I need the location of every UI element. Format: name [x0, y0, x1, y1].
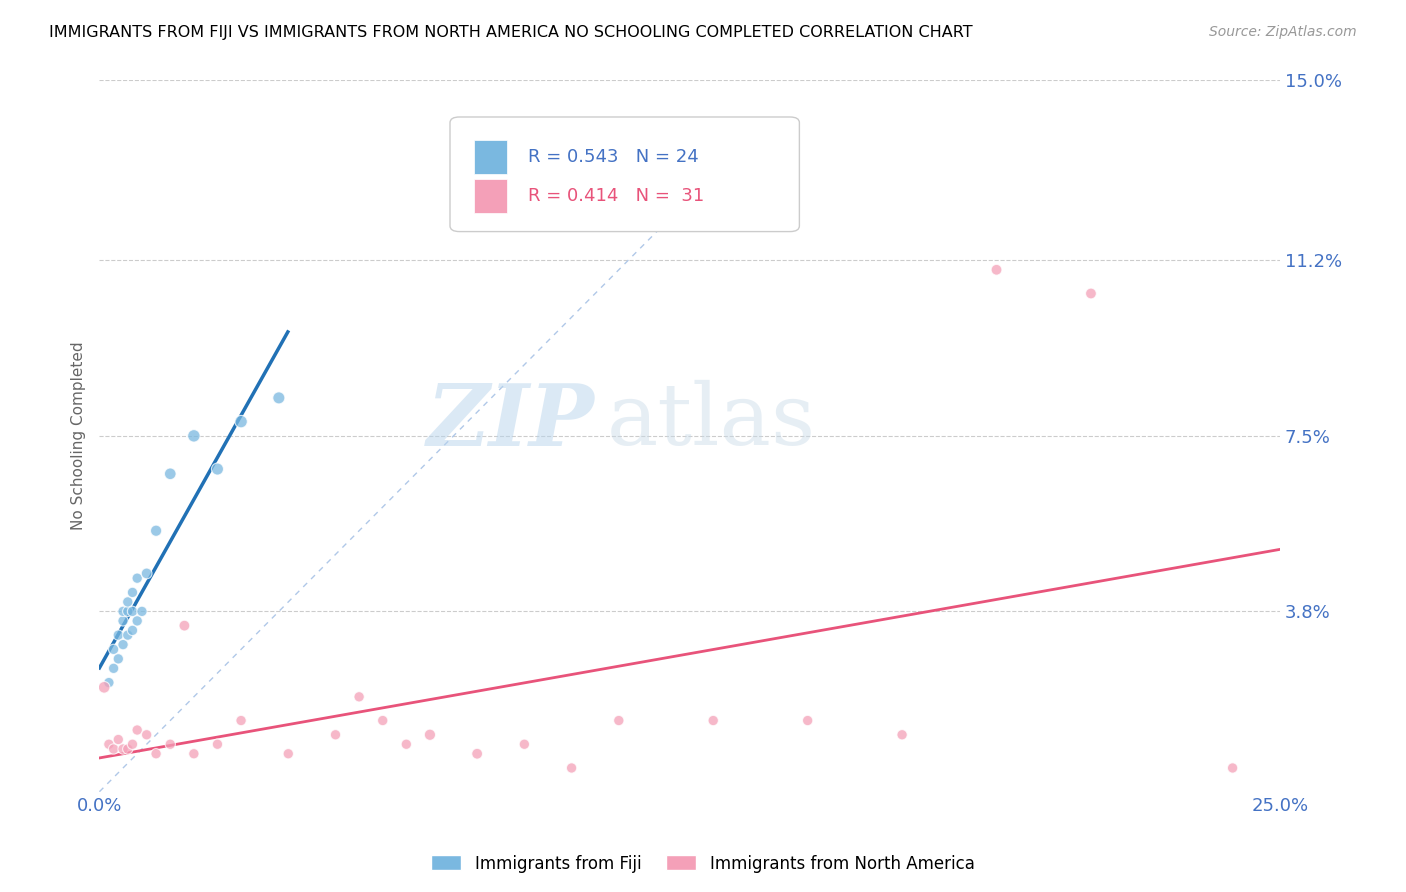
Point	[131, 604, 153, 618]
Text: ZIP: ZIP	[427, 380, 595, 463]
Point	[513, 737, 536, 751]
Point	[207, 462, 229, 476]
Point	[112, 638, 135, 652]
Point	[561, 761, 583, 775]
Point	[395, 737, 418, 751]
Point	[229, 714, 252, 728]
Point	[97, 675, 120, 690]
Point	[891, 728, 914, 742]
Point	[103, 642, 125, 657]
Point	[173, 618, 195, 632]
Point	[229, 415, 252, 429]
Text: IMMIGRANTS FROM FIJI VS IMMIGRANTS FROM NORTH AMERICA NO SCHOOLING COMPLETED COR: IMMIGRANTS FROM FIJI VS IMMIGRANTS FROM …	[49, 25, 973, 40]
Point	[107, 732, 129, 747]
Point	[159, 737, 181, 751]
Point	[112, 614, 135, 628]
Point	[121, 737, 143, 751]
Point	[117, 742, 139, 756]
FancyBboxPatch shape	[450, 117, 800, 232]
Point	[127, 571, 149, 585]
Point	[93, 681, 115, 695]
Point	[121, 624, 143, 638]
Point	[112, 604, 135, 618]
Point	[97, 737, 120, 751]
Point	[371, 714, 394, 728]
Point	[103, 742, 125, 756]
Point	[121, 604, 143, 618]
Point	[127, 614, 149, 628]
FancyBboxPatch shape	[474, 179, 506, 213]
Point	[117, 595, 139, 609]
Point	[107, 652, 129, 666]
Point	[145, 524, 167, 538]
Point	[325, 728, 347, 742]
Point	[183, 429, 205, 443]
Point	[145, 747, 167, 761]
Point	[117, 628, 139, 642]
Point	[986, 262, 1008, 277]
Point	[207, 737, 229, 751]
Point	[1222, 761, 1244, 775]
Point	[103, 661, 125, 675]
Point	[159, 467, 181, 481]
Point	[183, 747, 205, 761]
Point	[117, 604, 139, 618]
Point	[107, 628, 129, 642]
Point	[112, 742, 135, 756]
Point	[127, 723, 149, 737]
Point	[135, 728, 157, 742]
Point	[465, 747, 488, 761]
Y-axis label: No Schooling Completed: No Schooling Completed	[72, 342, 86, 530]
Point	[267, 391, 290, 405]
FancyBboxPatch shape	[474, 140, 506, 174]
Legend: Immigrants from Fiji, Immigrants from North America: Immigrants from Fiji, Immigrants from No…	[425, 848, 981, 880]
Text: atlas: atlas	[607, 380, 815, 463]
Point	[135, 566, 157, 581]
Text: R = 0.543   N = 24: R = 0.543 N = 24	[527, 148, 699, 166]
Point	[796, 714, 818, 728]
Point	[607, 714, 630, 728]
Point	[121, 585, 143, 599]
Text: R = 0.414   N =  31: R = 0.414 N = 31	[527, 187, 704, 205]
Point	[277, 747, 299, 761]
Point	[1080, 286, 1102, 301]
Point	[419, 728, 441, 742]
Point	[347, 690, 370, 704]
Point	[702, 714, 724, 728]
Text: Source: ZipAtlas.com: Source: ZipAtlas.com	[1209, 25, 1357, 39]
